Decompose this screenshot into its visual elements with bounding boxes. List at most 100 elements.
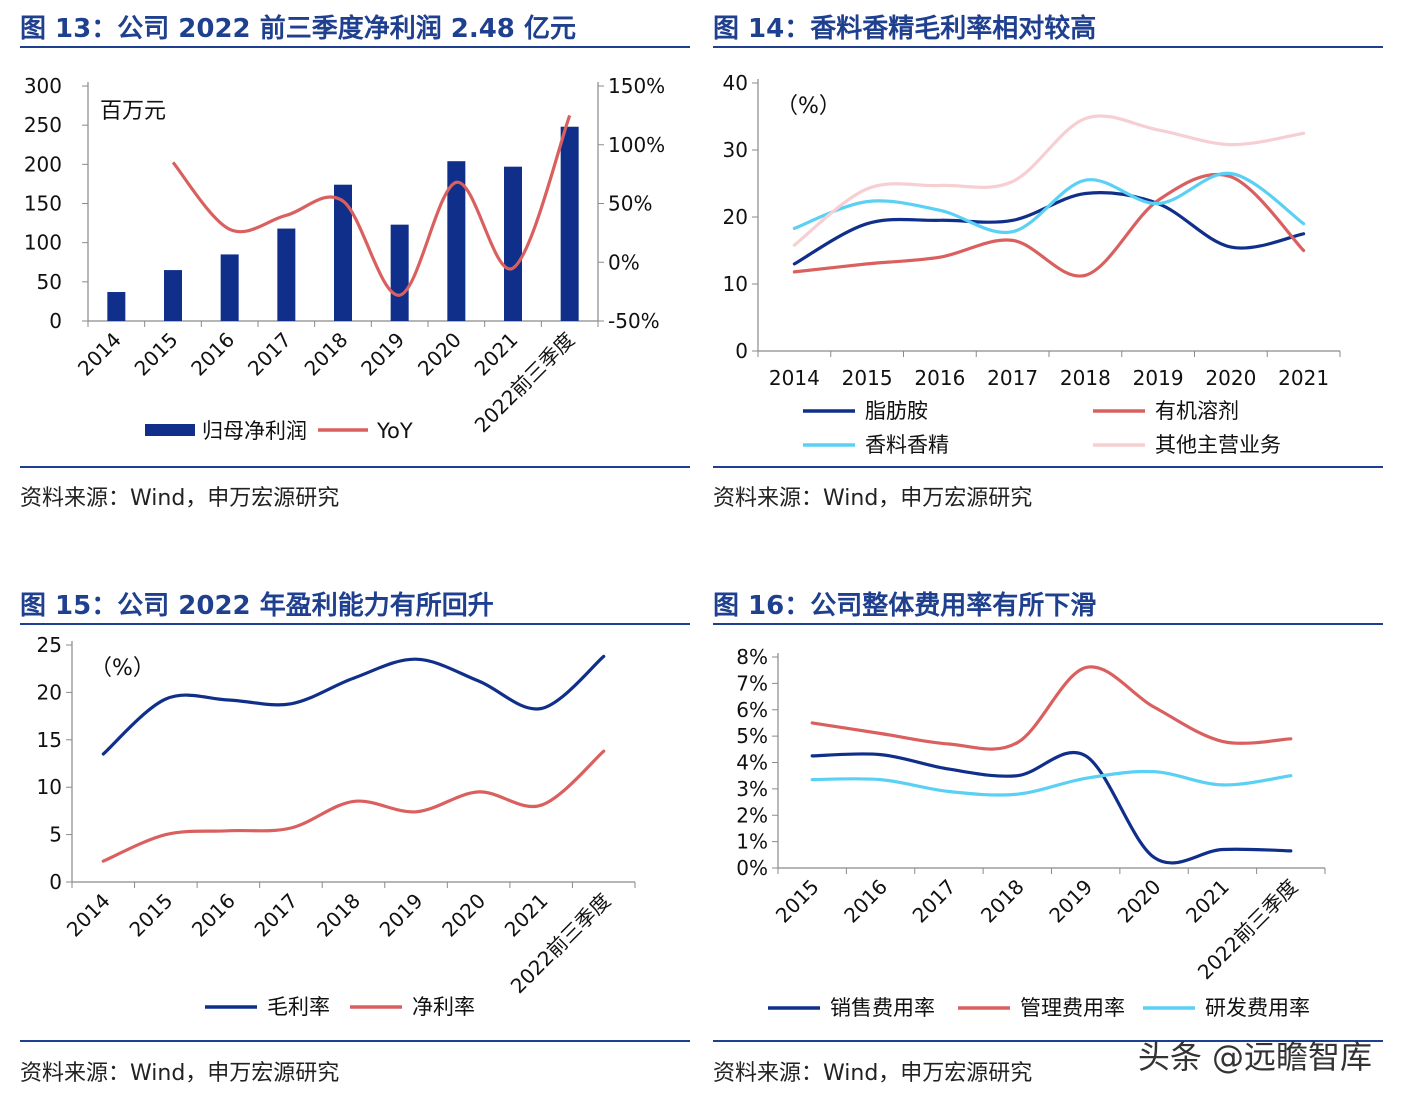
figure-14-title: 图 14：香料香精毛利率相对较高 xyxy=(713,14,1097,44)
y-left-tick-label: 250 xyxy=(24,113,62,137)
y-right-tick-label: -50% xyxy=(608,309,660,333)
legend-label: 归母净利润 xyxy=(202,419,307,443)
y-left-tick-label: 50 xyxy=(37,270,62,294)
y-tick-label: 0 xyxy=(735,339,748,363)
bar-net-profit xyxy=(220,254,239,321)
figure-13-bottom-rule xyxy=(20,466,690,468)
line-series-1 xyxy=(101,749,606,863)
y-right-tick-label: 50% xyxy=(608,192,652,216)
x-tick-label: 2017 xyxy=(908,875,961,928)
y-left-tick-label: 200 xyxy=(24,152,62,176)
x-tick-label: 2016 xyxy=(186,328,239,381)
figure-13-title: 图 13：公司 2022 前三季度净利润 2.48 亿元 xyxy=(20,14,576,44)
bar-net-profit xyxy=(107,292,126,321)
x-tick-label: 2020 xyxy=(1205,366,1256,390)
y-left-tick-label: 100 xyxy=(24,231,62,255)
y-tick-label: 7% xyxy=(736,671,768,695)
y-tick-label: 0% xyxy=(736,856,768,880)
y-left-tick-label: 300 xyxy=(24,74,62,98)
y-tick-label: 5 xyxy=(49,823,62,847)
figure-16-top-rule xyxy=(713,623,1383,625)
y-tick-label: 20 xyxy=(37,680,62,704)
figure-14-top-rule xyxy=(713,46,1383,48)
y-tick-label: 30 xyxy=(723,138,748,162)
x-tick-label: 2014 xyxy=(62,889,115,942)
figure-15-title: 图 15：公司 2022 年盈利能力有所回升 xyxy=(20,591,494,621)
y-right-tick-label: 0% xyxy=(608,250,640,274)
x-tick-label: 2016 xyxy=(914,366,965,390)
legend-label: 香料香精 xyxy=(865,433,949,457)
x-tick-label: 2018 xyxy=(312,889,365,942)
y-right-tick-label: 100% xyxy=(608,133,665,157)
x-tick-label: 2021 xyxy=(500,889,553,942)
line-series-2 xyxy=(792,171,1306,235)
x-tick-label: 2015 xyxy=(771,875,824,928)
bar-net-profit xyxy=(390,224,409,321)
bar-net-profit xyxy=(334,184,352,321)
y-left-tick-label: 150 xyxy=(24,192,62,216)
figure-13-source: 资料来源：Wind，申万宏源研究 xyxy=(20,486,340,511)
x-tick-label: 2016 xyxy=(187,889,240,942)
legend-label: 毛利率 xyxy=(267,995,330,1019)
figure-13-top-rule xyxy=(20,46,690,48)
x-tick-label: 2015 xyxy=(130,328,183,381)
y-tick-label: 25 xyxy=(37,633,62,657)
y-tick-label: 1% xyxy=(736,830,768,854)
y-tick-label: 5% xyxy=(736,724,768,748)
x-tick-label: 2021 xyxy=(1278,366,1329,390)
line-series-0 xyxy=(810,750,1293,865)
y-left-tick-label: 0 xyxy=(49,309,62,333)
line-series-0 xyxy=(792,191,1306,266)
x-tick-label: 2020 xyxy=(437,889,490,942)
y-tick-label: 0 xyxy=(49,870,62,894)
x-tick-label: 2019 xyxy=(375,889,428,942)
line-series-0 xyxy=(101,654,606,756)
x-tick-label: 2021 xyxy=(1181,875,1234,928)
x-tick-label: 2017 xyxy=(250,889,303,942)
x-tick-label: 2018 xyxy=(1060,366,1111,390)
line-series-1 xyxy=(792,172,1306,278)
line-series-2 xyxy=(810,769,1293,797)
x-tick-label: 2019 xyxy=(356,328,409,381)
figure-14-bottom-rule xyxy=(713,466,1383,468)
x-tick-label: 2017 xyxy=(243,328,296,381)
bar-net-profit xyxy=(504,166,522,321)
figure-16-chart: 0%1% 2%3%4% 5%6% 7%8% 2015 2016 2017 2018 2019 20… xyxy=(736,645,1326,1020)
y-tick-label: 4% xyxy=(736,751,768,775)
legend-label: 销售费用率 xyxy=(830,996,935,1020)
figure-15: 图 15：公司 2022 年盈利能力有所回升 0 5 10 15 20 25 2014 201… xyxy=(20,585,690,1095)
y-tick-label: 2% xyxy=(736,803,768,827)
figure-14-source: 资料来源：Wind，申万宏源研究 xyxy=(713,486,1033,511)
legend-label: 有机溶剂 xyxy=(1155,399,1239,423)
legend-label: 研发费用率 xyxy=(1205,996,1310,1020)
unit-label: （%） xyxy=(776,94,841,119)
legend-label: 管理费用率 xyxy=(1020,996,1125,1020)
y-tick-label: 20 xyxy=(723,205,748,229)
figure-15-top-rule xyxy=(20,623,690,625)
x-tick-label: 2014 xyxy=(73,328,126,381)
figure-14: 图 14：香料香精毛利率相对较高 0 10 20 30 40 2014 2015 2016 20… xyxy=(713,8,1383,511)
x-tick-label: 2015 xyxy=(842,366,893,390)
x-tick-label: 2018 xyxy=(300,328,353,381)
unit-label: （%） xyxy=(90,656,155,681)
x-tick-label: 2020 xyxy=(1113,875,1166,928)
unit-label: 百万元 xyxy=(100,99,166,124)
x-tick-label: 2014 xyxy=(769,366,820,390)
x-tick-label: 2015 xyxy=(124,889,177,942)
x-tick-label: 2022前三季度 xyxy=(470,328,580,438)
y-tick-label: 40 xyxy=(723,71,748,95)
figure-14-chart: 0 10 20 30 40 2014 2015 2016 2017 2018 2019 2020 202… xyxy=(723,71,1341,457)
x-tick-label: 2019 xyxy=(1133,366,1184,390)
bar-net-profit xyxy=(277,228,296,321)
figure-16-bottom-rule xyxy=(713,1040,1383,1042)
figure-16: 图 16：公司整体费用率有所下滑 0% 1% 2% 3% 4% 5% 6% 7% 8% 2015 2… xyxy=(713,585,1383,1095)
y-right-tick-label: 150% xyxy=(608,74,665,98)
y-tick-label: 6% xyxy=(736,698,768,722)
x-tick-label: 2020 xyxy=(413,328,466,381)
legend-label: 其他主营业务 xyxy=(1155,433,1281,457)
line-series-3 xyxy=(792,114,1306,247)
figure-13: 图 13：公司 2022 前三季度净利润 2.48 亿元 0 50 100 150 20… xyxy=(20,8,690,511)
y-tick-label: 15 xyxy=(37,728,62,752)
x-tick-label: 2018 xyxy=(976,875,1029,928)
